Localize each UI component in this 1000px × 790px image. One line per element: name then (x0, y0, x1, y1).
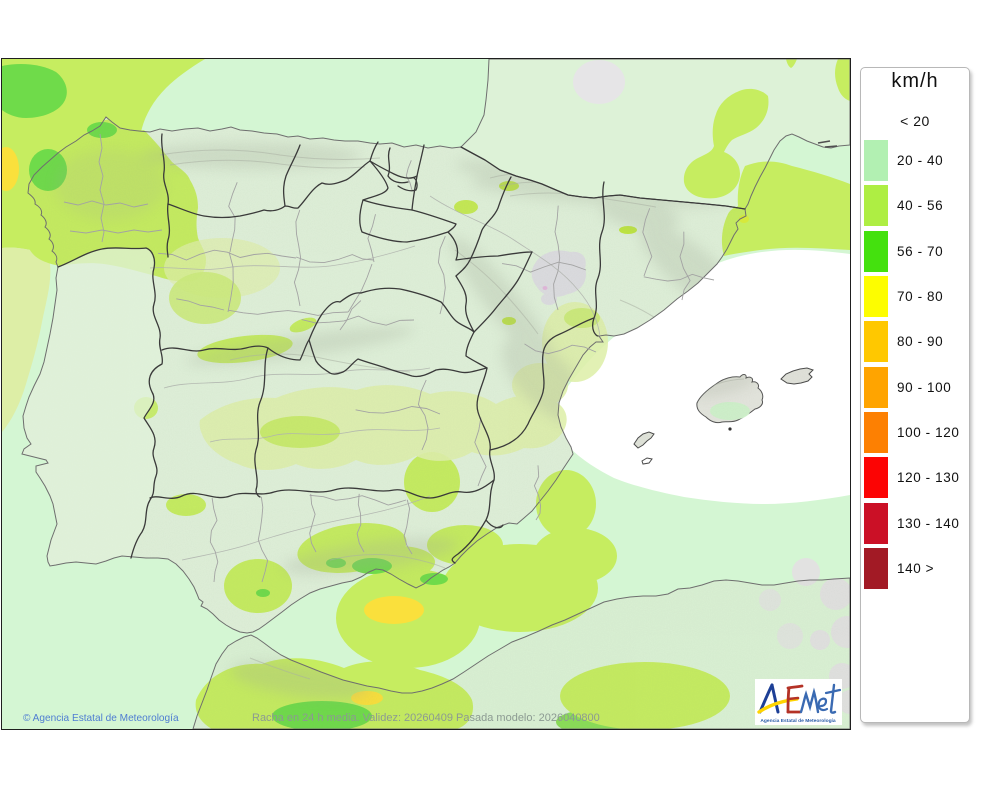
svg-text:Agencia Estatal de Meteorologí: Agencia Estatal de Meteorología (760, 718, 836, 724)
